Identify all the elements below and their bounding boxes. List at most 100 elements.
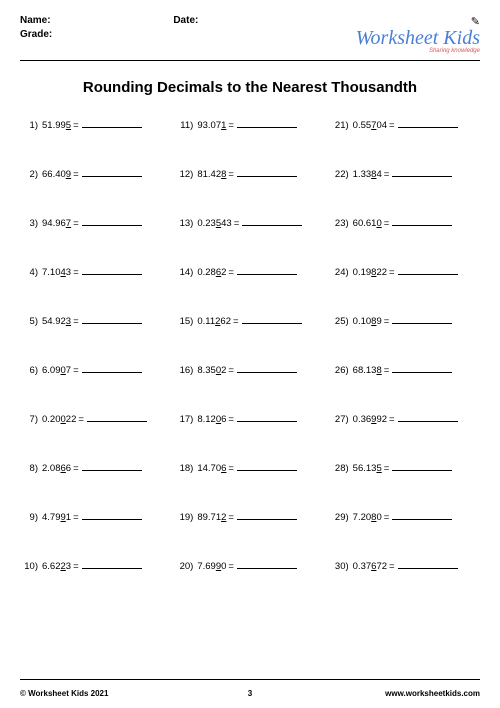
header-left: Name: Grade: (20, 15, 173, 43)
answer-blank[interactable] (82, 265, 142, 275)
equals-sign: = (389, 267, 395, 278)
answer-blank[interactable] (82, 363, 142, 373)
equals-sign: = (384, 512, 390, 523)
answer-blank[interactable] (237, 510, 297, 520)
problem-number: 16) (175, 365, 193, 376)
answer-blank[interactable] (398, 118, 458, 128)
problem-value: 0.36992 (353, 414, 387, 425)
problem-item: 5)54.923 = (20, 314, 169, 327)
answer-blank[interactable] (398, 412, 458, 422)
page-number: 3 (248, 689, 252, 698)
problem-item: 2)66.409 = (20, 167, 169, 180)
problem-item: 3)94.967 = (20, 216, 169, 229)
problem-number: 30) (331, 561, 349, 572)
problem-number: 13) (175, 218, 193, 229)
problem-item: 12)81.428 = (175, 167, 324, 180)
problem-number: 8) (20, 463, 38, 474)
answer-blank[interactable] (237, 412, 297, 422)
problem-value: 8.1206 (197, 414, 226, 425)
problem-item: 8)2.0866 = (20, 461, 169, 474)
answer-blank[interactable] (237, 265, 297, 275)
answer-blank[interactable] (237, 461, 297, 471)
problem-number: 18) (175, 463, 193, 474)
header: Name: Grade: Date: ✎ Worksheet Kids Shar… (20, 15, 480, 54)
page-title: Rounding Decimals to the Nearest Thousan… (20, 79, 480, 96)
answer-blank[interactable] (82, 510, 142, 520)
problems-grid: 1)51.995 = 11)93.071 = 21)0.55704 = 2)66… (20, 118, 480, 608)
problem-value: 1.3384 (353, 169, 382, 180)
problem-item: 7)0.20022 = (20, 412, 169, 425)
answer-blank[interactable] (82, 559, 142, 569)
problem-number: 27) (331, 414, 349, 425)
problem-number: 6) (20, 365, 38, 376)
problem-value: 0.55704 (353, 120, 387, 131)
answer-blank[interactable] (392, 363, 452, 373)
answer-blank[interactable] (82, 216, 142, 226)
equals-sign: = (389, 120, 395, 131)
equals-sign: = (384, 218, 390, 229)
problem-item: 30)0.37672 = (331, 559, 480, 572)
footer: © Worksheet Kids 2021 3 www.worksheetkid… (20, 689, 480, 698)
problem-value: 66.409 (42, 169, 71, 180)
equals-sign: = (233, 316, 239, 327)
problem-item: 1)51.995 = (20, 118, 169, 131)
answer-blank[interactable] (392, 461, 452, 471)
problem-number: 28) (331, 463, 349, 474)
equals-sign: = (73, 120, 79, 131)
footer-divider (20, 679, 480, 680)
answer-blank[interactable] (82, 167, 142, 177)
answer-blank[interactable] (82, 461, 142, 471)
equals-sign: = (389, 414, 395, 425)
problem-value: 7.1043 (42, 267, 71, 278)
problem-value: 94.967 (42, 218, 71, 229)
problem-item: 15)0.11262 = (175, 314, 324, 327)
problem-number: 20) (175, 561, 193, 572)
answer-blank[interactable] (398, 265, 458, 275)
logo: ✎ Worksheet Kids Sharing knowledge (327, 15, 480, 54)
answer-blank[interactable] (392, 167, 452, 177)
problem-value: 8.3502 (197, 365, 226, 376)
equals-sign: = (228, 512, 234, 523)
problem-item: 6)6.0907 = (20, 363, 169, 376)
problem-item: 19)89.712 = (175, 510, 324, 523)
problem-item: 27) 0.36992 = (331, 412, 480, 425)
problem-item: 9)4.7991 = (20, 510, 169, 523)
answer-blank[interactable] (392, 314, 452, 324)
problem-value: 54.923 (42, 316, 71, 327)
problem-number: 25) (331, 316, 349, 327)
problem-item: 14)0.2862 = (175, 265, 324, 278)
equals-sign: = (73, 218, 79, 229)
problem-item: 13)0.23543 = (175, 216, 324, 229)
equals-sign: = (228, 561, 234, 572)
logo-main: Worksheet Kids (327, 28, 480, 48)
equals-sign: = (228, 414, 234, 425)
answer-blank[interactable] (392, 216, 452, 226)
problem-number: 24) (331, 267, 349, 278)
answer-blank[interactable] (237, 363, 297, 373)
answer-blank[interactable] (237, 559, 297, 569)
problem-item: 24) 0.19822 = (331, 265, 480, 278)
problem-item: 10)6.6223 = (20, 559, 169, 572)
answer-blank[interactable] (82, 314, 142, 324)
problem-item: 4)7.1043 = (20, 265, 169, 278)
equals-sign: = (73, 316, 79, 327)
answer-blank[interactable] (237, 167, 297, 177)
answer-blank[interactable] (237, 118, 297, 128)
equals-sign: = (73, 365, 79, 376)
problem-number: 1) (20, 120, 38, 131)
answer-blank[interactable] (392, 510, 452, 520)
problem-value: 7.6990 (197, 561, 226, 572)
problem-value: 7.2080 (353, 512, 382, 523)
answer-blank[interactable] (398, 559, 458, 569)
answer-blank[interactable] (87, 412, 147, 422)
problem-value: 81.428 (197, 169, 226, 180)
problem-number: 17) (175, 414, 193, 425)
problem-number: 7) (20, 414, 38, 425)
problem-value: 4.7991 (42, 512, 71, 523)
answer-blank[interactable] (242, 216, 302, 226)
problem-value: 0.19822 (353, 267, 387, 278)
problem-item: 16)8.3502 = (175, 363, 324, 376)
answer-blank[interactable] (82, 118, 142, 128)
problem-number: 12) (175, 169, 193, 180)
answer-blank[interactable] (242, 314, 302, 324)
